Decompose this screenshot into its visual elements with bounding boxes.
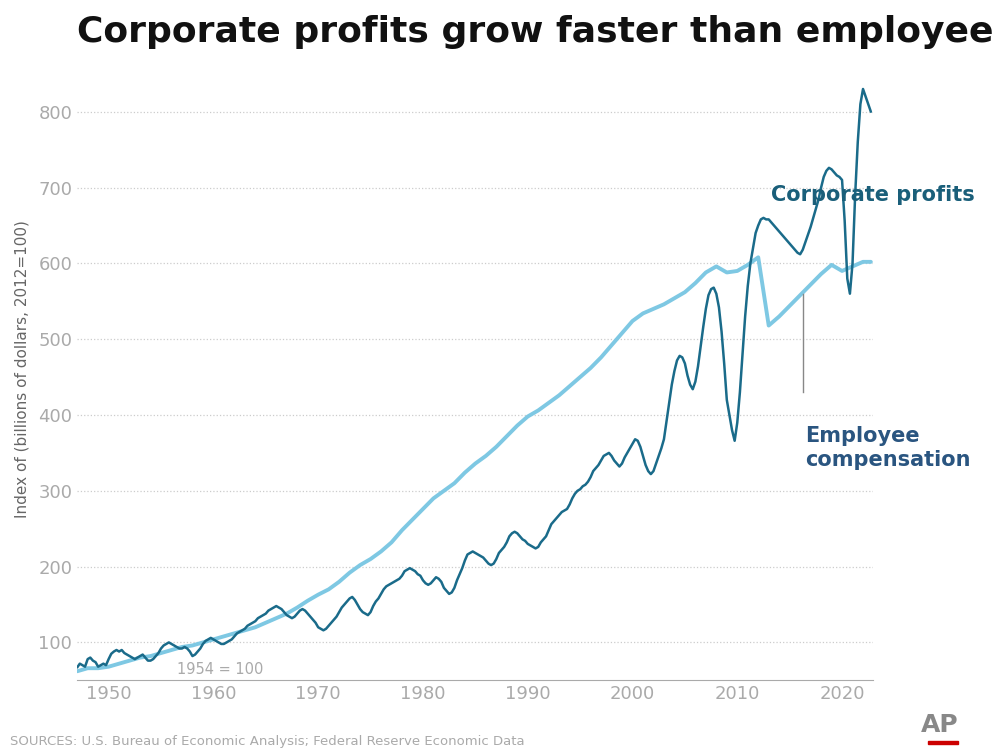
Y-axis label: Index of (billions of dollars, 2012=100): Index of (billions of dollars, 2012=100) bbox=[15, 221, 30, 519]
Text: Employee
compensation: Employee compensation bbox=[805, 426, 971, 469]
Text: 1954 = 100: 1954 = 100 bbox=[177, 662, 263, 677]
Text: Corporate profits: Corporate profits bbox=[771, 185, 974, 205]
Text: AP: AP bbox=[921, 713, 958, 737]
Text: Corporate profits grow faster than employee pay: Corporate profits grow faster than emplo… bbox=[77, 15, 993, 49]
Text: SOURCES: U.S. Bureau of Economic Analysis; Federal Reserve Economic Data: SOURCES: U.S. Bureau of Economic Analysi… bbox=[10, 736, 524, 748]
